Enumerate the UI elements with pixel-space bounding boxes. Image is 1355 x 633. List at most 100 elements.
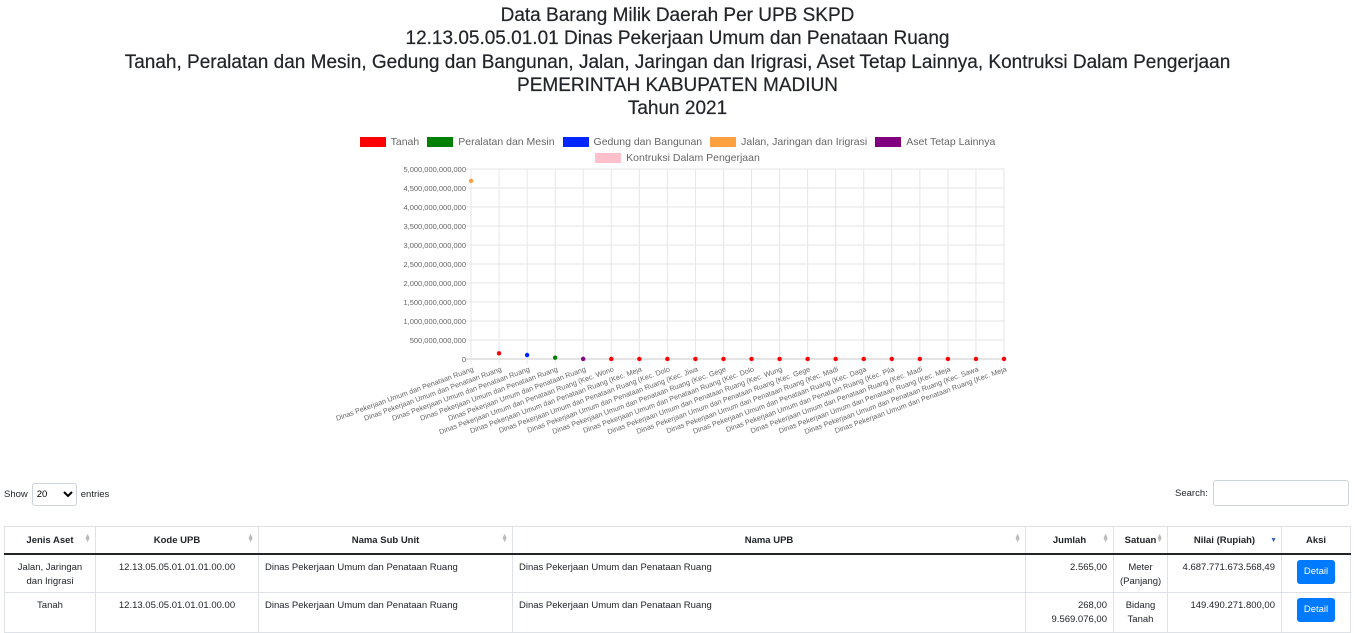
- data-point: [1001, 356, 1007, 362]
- cell-jenis-aset: Tanah: [4, 591, 96, 633]
- search-input[interactable]: [1212, 480, 1349, 506]
- cell-satuan: Meter (Panjang): [1113, 553, 1168, 593]
- col-header-label: Jenis Aset: [26, 534, 74, 546]
- table-row: Tanah 12.13.05.05.01.01.01.00.00 Dinas P…: [4, 591, 1351, 633]
- legend-label: Jalan, Jaringan dan Irigrasi: [741, 135, 868, 148]
- col-header-label: Nilai (Rupiah): [1193, 534, 1256, 546]
- col-header-nama-sub-unit[interactable]: Nama Sub Unit ▲ ▼: [258, 526, 513, 555]
- data-point: [693, 356, 698, 362]
- y-tick-label: 2,000,000,000,000: [403, 279, 466, 288]
- data-point: [749, 356, 754, 362]
- cell-jumlah: 2.565,00: [1025, 553, 1114, 593]
- legend-item-aset-lainnya[interactable]: Aset Tetap Lainnya: [875, 136, 995, 148]
- col-header-nama-upb[interactable]: Nama UPB ▲ ▼: [512, 526, 1026, 555]
- sort-icon: ▲ ▼: [1014, 533, 1021, 544]
- data-point: [524, 352, 530, 358]
- cell-kode-upb: 12.13.05.05.01.01.01.00.00: [95, 591, 259, 633]
- legend-label: Gedung dan Bangunan: [593, 135, 703, 148]
- entries-length-control: Show 20 entries: [4, 483, 109, 506]
- y-tick-label: 4,500,000,000,000: [403, 184, 466, 193]
- data-point: [777, 356, 782, 362]
- legend-item-peralatan[interactable]: Peralatan dan Mesin: [427, 136, 555, 148]
- col-header-label: Nama UPB: [744, 534, 794, 546]
- y-tick-label: 3,500,000,000,000: [403, 222, 466, 231]
- y-tick-label: 1,000,000,000,000: [403, 317, 466, 326]
- legend-swatch: [427, 136, 454, 147]
- data-point: [889, 356, 894, 362]
- sort-icon: ▲ ▼: [1156, 533, 1163, 544]
- show-label: Show: [4, 489, 28, 500]
- y-tick-label: 5,000,000,000,000: [403, 165, 466, 174]
- cell-nama-upb: Dinas Pekerjaan Umum dan Penataan Ruang: [512, 591, 1026, 633]
- y-tick-label: 1,500,000,000,000: [403, 298, 466, 307]
- y-tick-label: 500,000,000,000: [410, 336, 466, 345]
- y-tick-label: 2,500,000,000,000: [403, 260, 466, 269]
- col-header-label: Nama Sub Unit: [351, 534, 420, 546]
- data-point: [973, 356, 979, 362]
- col-header-jenis-aset[interactable]: Jenis Aset ▲ ▼: [4, 526, 96, 555]
- col-header-label: Jumlah: [1052, 534, 1087, 546]
- page-size-select[interactable]: 20: [31, 483, 77, 506]
- title-line-4: PEMERINTAH KABUPATEN MADIUN: [517, 74, 838, 96]
- sort-desc-icon: ▼: [1270, 537, 1277, 544]
- col-header-label: Satuan: [1124, 534, 1157, 546]
- data-point: [637, 356, 642, 362]
- legend-swatch: [562, 136, 589, 147]
- legend-label: Kontruksi Dalam Pengerjaan: [626, 151, 760, 164]
- cell-nama-upb: Dinas Pekerjaan Umum dan Penataan Ruang: [512, 553, 1026, 593]
- legend-item-tanah[interactable]: Tanah: [359, 135, 420, 148]
- data-table: Jenis Aset ▲ ▼ Kode UPB ▲ ▼ Nama Sub Unit ▲ ▼ …: [4, 526, 1351, 633]
- data-point: [917, 356, 923, 362]
- legend-label: Tanah: [390, 135, 420, 148]
- search-control: Search:: [1175, 480, 1349, 506]
- cell-kode-upb: 12.13.05.05.01.01.01.00.00: [95, 553, 259, 593]
- data-point: [861, 356, 866, 362]
- data-point: [609, 356, 614, 362]
- col-header-kode-upb[interactable]: Kode UPB ▲ ▼: [95, 526, 259, 555]
- legend-item-kontruksi[interactable]: Kontruksi Dalam Pengerjaan: [595, 152, 760, 164]
- col-header-label: Kode UPB: [153, 534, 201, 546]
- y-tick-label: 0: [462, 355, 466, 364]
- data-point: [833, 356, 838, 362]
- col-header-satuan[interactable]: Satuan ▲ ▼: [1113, 526, 1168, 555]
- cell-aksi: Detail: [1281, 553, 1351, 593]
- sort-icon: ▲ ▼: [501, 533, 508, 544]
- col-header-jumlah[interactable]: Jumlah ▲ ▼: [1025, 526, 1114, 555]
- cell-nama-sub-unit: Dinas Pekerjaan Umum dan Penataan Ruang: [258, 591, 513, 633]
- table-row: Jalan, Jaringan dan Irigrasi 12.13.05.05…: [4, 553, 1351, 593]
- sort-icon: ▲ ▼: [84, 533, 91, 544]
- col-header-nilai[interactable]: Nilai (Rupiah) ▼: [1167, 526, 1282, 555]
- y-tick-label: 4,000,000,000,000: [403, 203, 466, 212]
- cell-jenis-aset: Jalan, Jaringan dan Irigrasi: [4, 553, 96, 593]
- legend-swatch: [595, 152, 622, 163]
- cell-nama-sub-unit: Dinas Pekerjaan Umum dan Penataan Ruang: [258, 553, 513, 593]
- cell-nilai: 4.687.771.673.568,49: [1167, 553, 1282, 593]
- cell-jumlah: 268,00 9.569.076,00: [1025, 591, 1114, 633]
- cell-satuan: Bidang Tanah: [1113, 591, 1168, 633]
- cell-aksi: Detail: [1281, 591, 1351, 633]
- title-line-3: Tanah, Peralatan dan Mesin, Gedung dan B…: [124, 51, 1231, 73]
- entries-label: entries: [80, 489, 110, 500]
- cell-nilai: 149.490.271.800,00: [1167, 591, 1282, 633]
- legend-swatch: [875, 136, 902, 147]
- data-point: [665, 356, 670, 362]
- title-line-2: 12.13.05.05.01.01 Dinas Pekerjaan Umum d…: [405, 28, 950, 50]
- search-label: Search:: [1175, 487, 1208, 499]
- data-point: [468, 178, 474, 184]
- chart-legend: Tanah Peralatan dan Mesin Gedung dan Ban…: [0, 134, 1355, 166]
- legend-item-gedung[interactable]: Gedung dan Bangunan: [562, 135, 703, 148]
- title-line-5: Tahun 2021: [627, 98, 728, 120]
- detail-button[interactable]: Detail: [1297, 560, 1335, 584]
- detail-button[interactable]: Detail: [1297, 597, 1335, 622]
- data-point: [945, 356, 951, 362]
- legend-swatch: [710, 136, 737, 147]
- legend-swatch: [359, 136, 386, 147]
- col-header-label: Aksi: [1305, 534, 1327, 546]
- data-point: [581, 356, 586, 362]
- data-point: [805, 356, 810, 362]
- legend-item-jalan[interactable]: Jalan, Jaringan dan Irigrasi: [710, 136, 867, 148]
- y-tick-label: 3,000,000,000,000: [403, 241, 466, 250]
- title-line-1: Data Barang Milik Daerah Per UPB SKPD: [500, 5, 855, 26]
- data-point: [721, 356, 726, 362]
- page-title-block: Data Barang Milik Daerah Per UPB SKPD 12…: [0, 4, 1355, 120]
